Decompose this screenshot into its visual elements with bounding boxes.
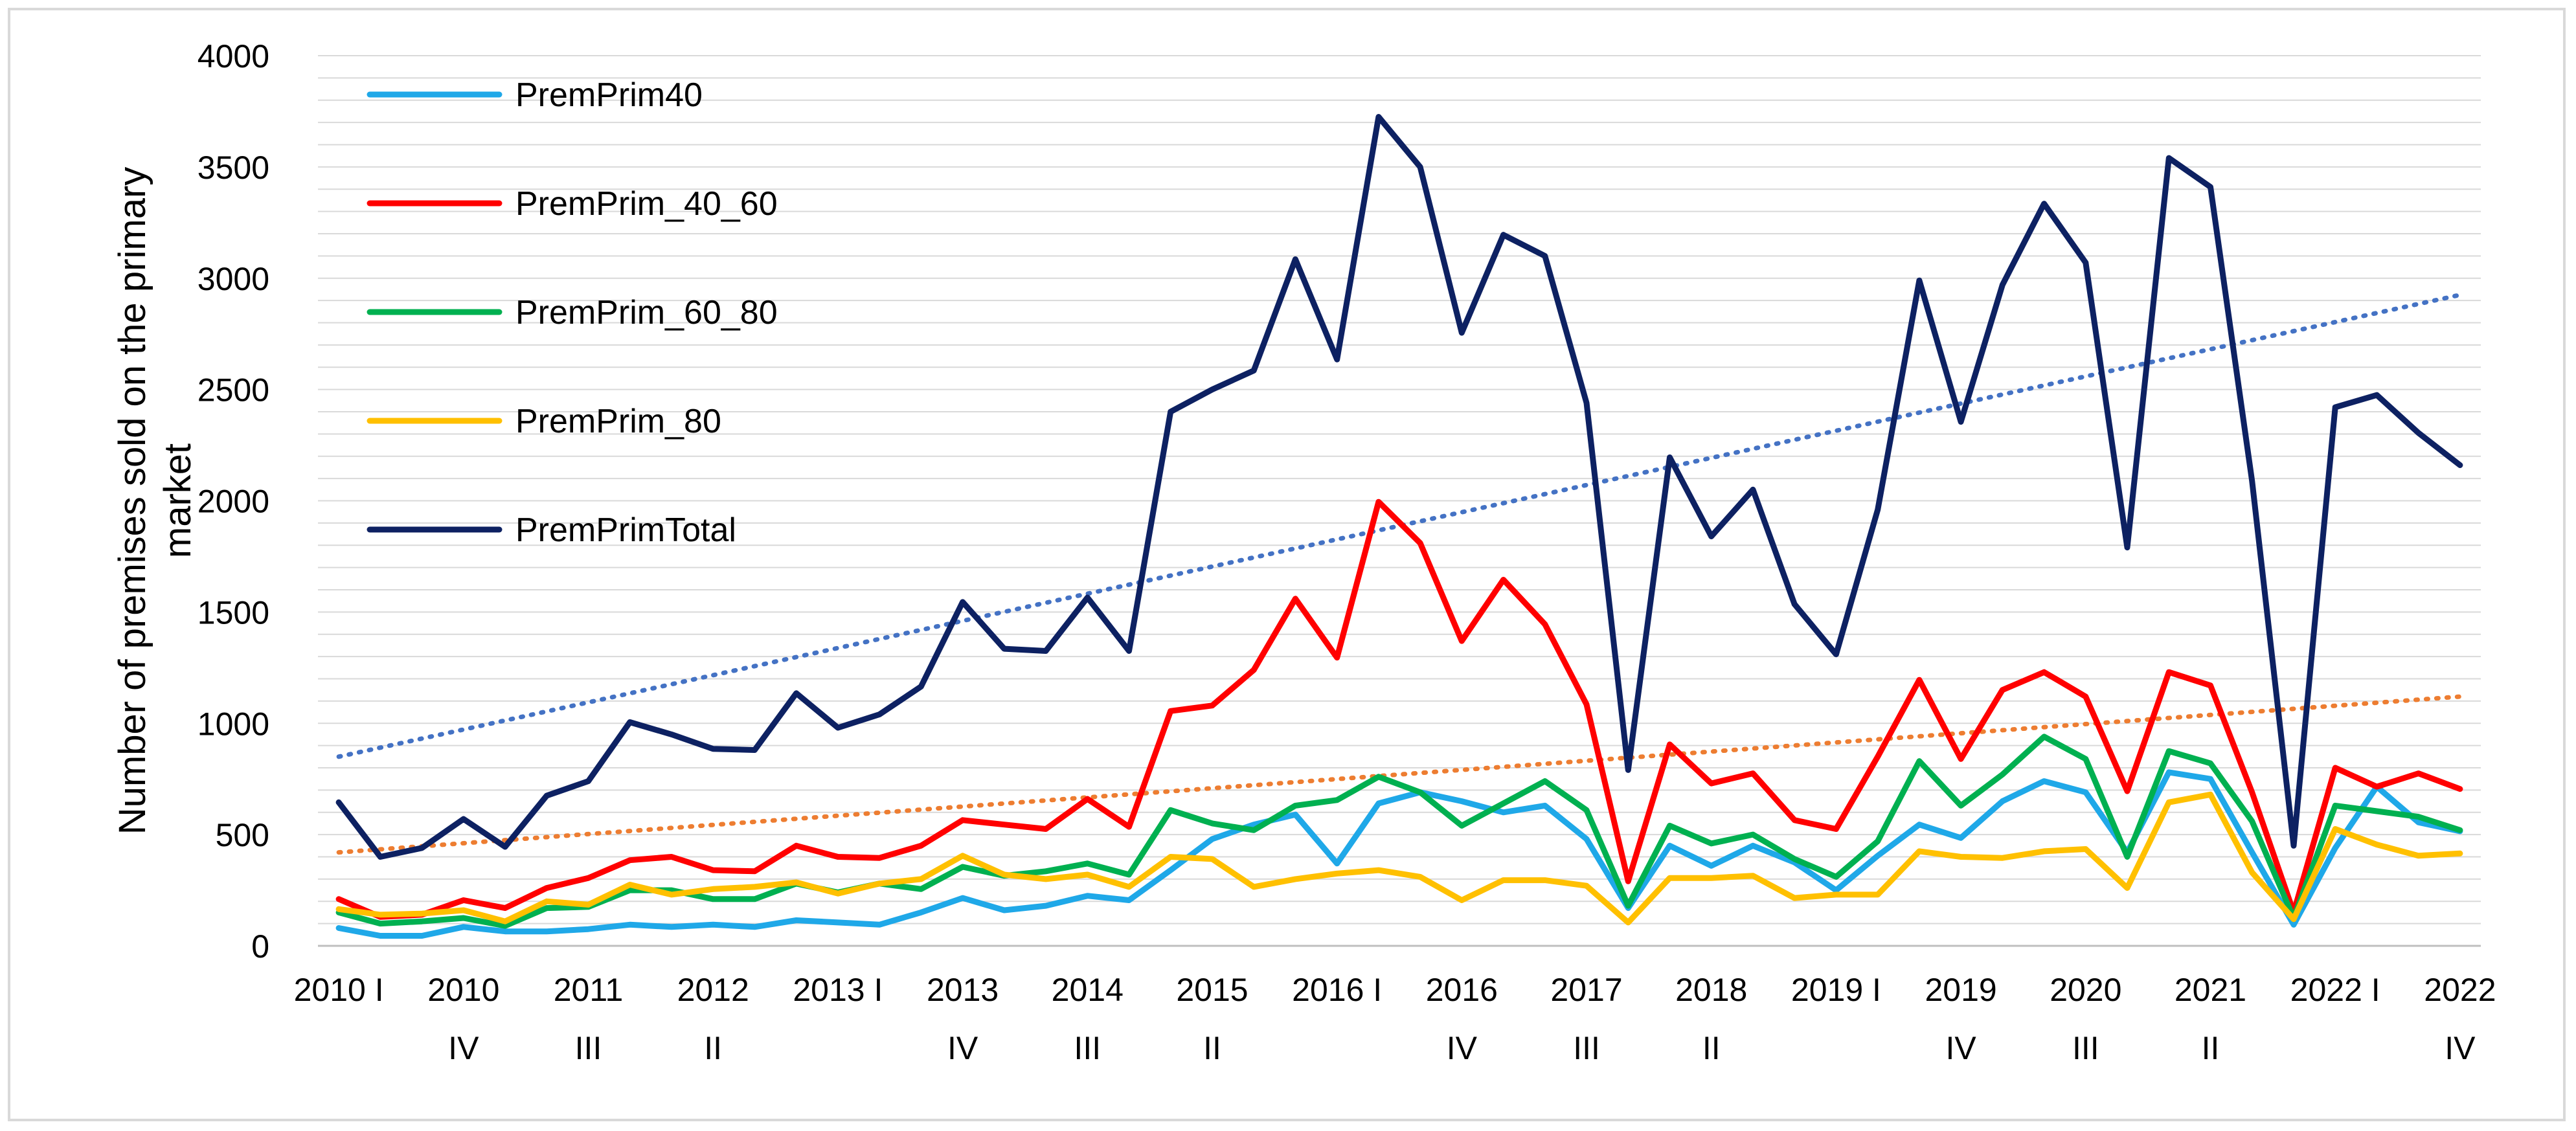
trendline-premprimtotal xyxy=(336,293,2463,759)
y-tick-label: 3500 xyxy=(198,150,269,186)
x-tick-label: 2016 xyxy=(1426,972,1498,1008)
x-tick-label: 2018 xyxy=(1675,972,1747,1008)
series-line-premprimtotal xyxy=(335,114,2463,860)
y-axis-title-line: market xyxy=(157,443,199,558)
x-tick-label: IV xyxy=(448,1030,479,1066)
x-tick-label: 2012 xyxy=(677,972,749,1008)
series-line-premprim-80 xyxy=(335,791,2463,926)
y-tick-label: 3000 xyxy=(198,261,269,297)
legend: PremPrim40 PremPrim_40_60 PremPrim_60_80 Pr… xyxy=(367,76,778,549)
x-tick-label: II xyxy=(2202,1030,2220,1066)
y-tick-label: 500 xyxy=(216,817,269,853)
y-tick-label: 0 xyxy=(251,928,269,965)
x-tick-label: 2019 xyxy=(1925,972,1996,1008)
x-tick-label: IV xyxy=(2445,1030,2476,1066)
x-tick-label: 2013 xyxy=(927,972,999,1008)
y-tick-labels: 0 500 1000 1500 2000 2500 3000 3500 4000 xyxy=(198,38,269,965)
x-tick-label: 2017 xyxy=(1550,972,1622,1008)
series-lines xyxy=(335,114,2463,939)
x-tick-label: 2022 I xyxy=(2290,972,2380,1008)
x-tick-label: 2013 I xyxy=(793,972,883,1008)
x-tick-label: III xyxy=(575,1030,602,1066)
x-tick-label: 2016 I xyxy=(1292,972,1382,1008)
x-tick-label: II xyxy=(704,1030,722,1066)
legend-label: PremPrim40 xyxy=(515,76,703,114)
x-tick-label: 2020 xyxy=(2050,972,2121,1008)
legend-label: PremPrim_60_80 xyxy=(515,294,778,331)
legend-label: PremPrim_40_60 xyxy=(515,185,778,223)
x-tick-label: II xyxy=(1702,1030,1721,1066)
y-tick-label: 1500 xyxy=(198,594,269,631)
x-tick-label: 2014 xyxy=(1052,972,1124,1008)
x-tick-label: 2021 xyxy=(2175,972,2246,1008)
series-line-premprim-60-80 xyxy=(335,733,2463,929)
x-tick-label: 2010 I xyxy=(294,972,384,1008)
y-tick-label: 4000 xyxy=(198,38,269,74)
y-tick-label: 2500 xyxy=(198,372,269,409)
trendline-premprim-40-60 xyxy=(336,694,2463,855)
y-tick-label: 2000 xyxy=(198,484,269,520)
y-axis-title-line: Number of premises sold on the primary xyxy=(111,167,153,835)
gridlines xyxy=(318,55,2481,924)
x-tick-label: 2019 I xyxy=(1791,972,1881,1008)
x-tick-label: III xyxy=(2072,1030,2099,1066)
x-tick-label: III xyxy=(1573,1030,1600,1066)
trendlines xyxy=(336,293,2463,855)
x-tick-label: II xyxy=(1203,1030,1221,1066)
x-tick-label: IV xyxy=(1945,1030,1976,1066)
legend-label: PremPrim_80 xyxy=(515,403,721,440)
y-tick-label: 1000 xyxy=(198,706,269,742)
x-tick-label: IV xyxy=(947,1030,978,1066)
x-tick-label: 2011 xyxy=(554,972,624,1008)
x-tick-label: 2022 xyxy=(2424,972,2496,1008)
series-line-premprim40 xyxy=(335,769,2463,939)
x-tick-labels: 2010 I 2010 IV 2011 III 2012 II 2013 I 2013 IV 201… xyxy=(294,972,2496,1066)
x-tick-label: 2010 xyxy=(427,972,499,1008)
x-tick-label: III xyxy=(1074,1030,1101,1066)
series-line-premprim-40-60 xyxy=(335,498,2463,920)
y-axis-title: Number of premises sold on the primaryma… xyxy=(111,167,199,835)
x-tick-label: 2015 xyxy=(1176,972,1248,1008)
x-tick-label: IV xyxy=(1447,1030,1478,1066)
legend-label: PremPrimTotal xyxy=(515,511,736,549)
